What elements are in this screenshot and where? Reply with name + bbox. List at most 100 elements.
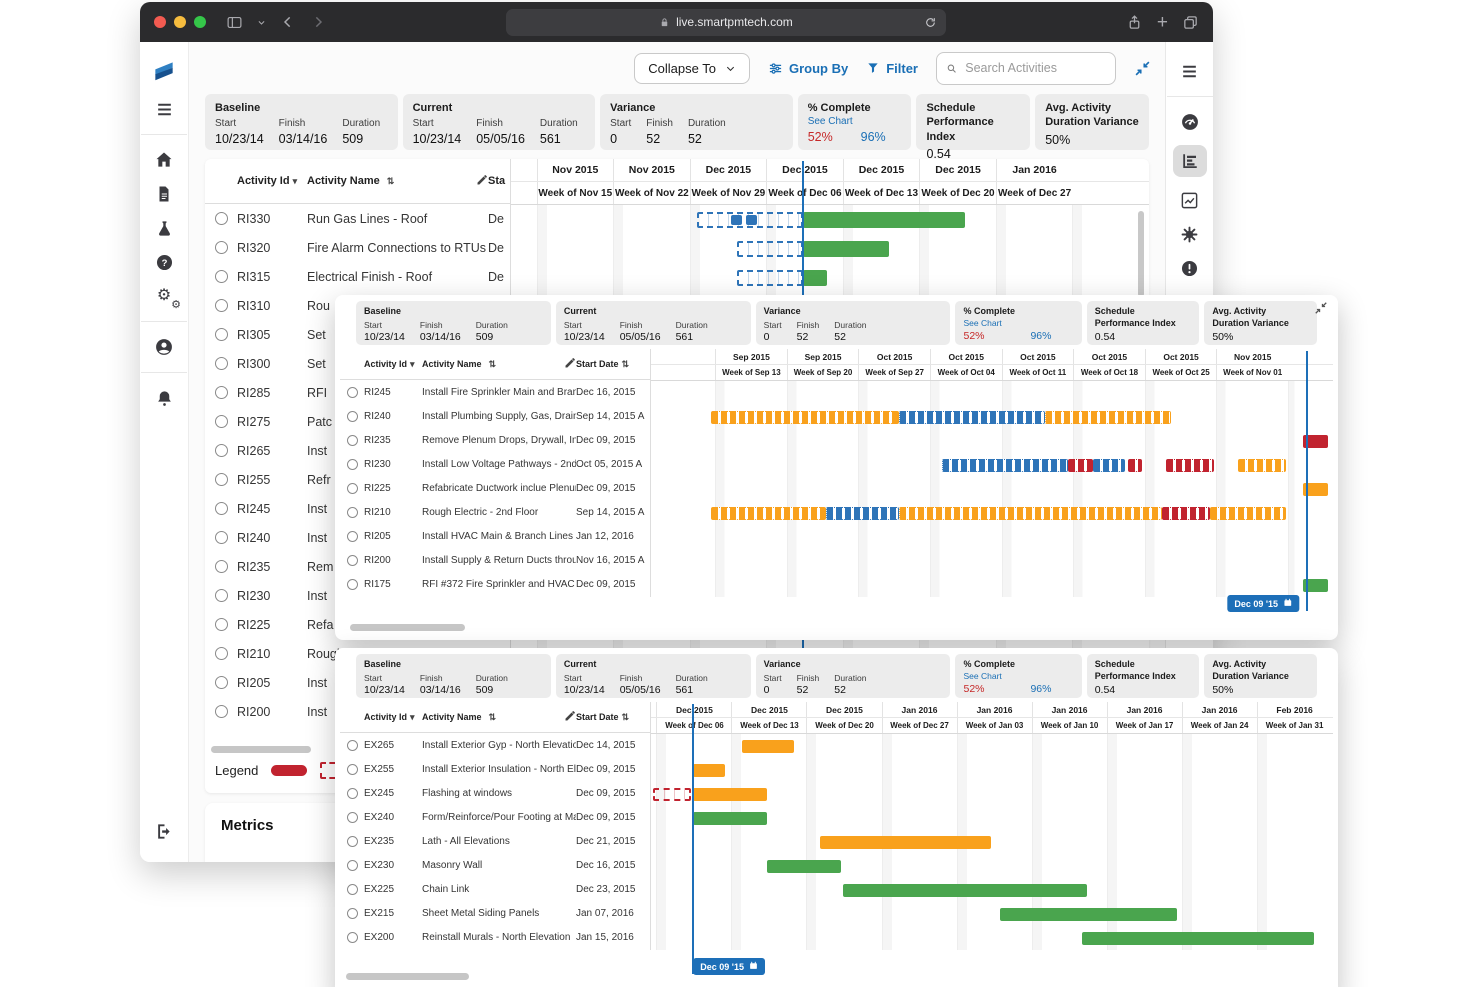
filter-button[interactable]: Filter bbox=[866, 61, 918, 76]
gantt-bar[interactable] bbox=[899, 506, 1162, 520]
gantt-bar[interactable] bbox=[842, 883, 1087, 897]
col-header-activity-id[interactable]: Activity Id ▾ bbox=[237, 175, 298, 187]
col-header-activity-name[interactable]: Activity Name ⇅ bbox=[422, 357, 576, 371]
gantt-bar[interactable] bbox=[1210, 506, 1286, 520]
row-radio[interactable] bbox=[346, 554, 358, 566]
activity-row[interactable]: RI235 Remove Plenum Drops, Drywall, Ins De… bbox=[340, 428, 650, 452]
row-radio[interactable] bbox=[214, 531, 228, 544]
activity-row[interactable]: EX200 Reinstall Murals - North Elevation J… bbox=[340, 925, 650, 949]
activity-row[interactable]: RI305 Set bbox=[205, 320, 510, 349]
row-radio[interactable] bbox=[214, 299, 228, 312]
gantt-bar[interactable] bbox=[941, 458, 1069, 472]
col-header-start-date[interactable]: Start Date ⇅ bbox=[576, 711, 630, 722]
row-radio[interactable] bbox=[346, 506, 358, 518]
back-button[interactable] bbox=[280, 14, 296, 30]
zoom-window-button[interactable] bbox=[194, 16, 206, 28]
activity-row[interactable]: RI235 Rem bbox=[205, 552, 510, 581]
minimize-window-button[interactable] bbox=[174, 16, 186, 28]
row-radio[interactable] bbox=[346, 859, 358, 871]
new-tab-icon[interactable]: + bbox=[1156, 11, 1168, 33]
col-header-activity-name[interactable]: Activity Name ⇅ bbox=[307, 174, 488, 189]
gantt-bar[interactable] bbox=[1128, 458, 1143, 472]
row-radio[interactable] bbox=[214, 589, 228, 602]
gantt-bar[interactable] bbox=[1082, 931, 1314, 945]
gantt-bar[interactable] bbox=[1000, 907, 1178, 921]
activity-row[interactable]: RI240 Inst bbox=[205, 523, 510, 552]
row-radio[interactable] bbox=[214, 647, 228, 660]
row-radio[interactable] bbox=[346, 739, 358, 751]
horizontal-scrollbar[interactable] bbox=[211, 745, 311, 753]
gantt-bar[interactable] bbox=[1302, 578, 1328, 592]
activity-row[interactable]: RI255 Refr bbox=[205, 465, 510, 494]
logout-icon[interactable] bbox=[153, 820, 175, 842]
menu-icon[interactable] bbox=[1179, 60, 1201, 82]
activity-row[interactable]: RI230 Inst bbox=[205, 581, 510, 610]
col-header-activity-id[interactable]: Activity Id ▾ bbox=[364, 711, 415, 722]
row-radio[interactable] bbox=[346, 931, 358, 943]
activity-row[interactable]: RI320 Fire Alarm Connections to RTUs De bbox=[205, 233, 510, 262]
row-radio[interactable] bbox=[214, 444, 228, 457]
activity-row[interactable]: RI285 RFI bbox=[205, 378, 510, 407]
menu-icon[interactable] bbox=[153, 98, 175, 120]
gantt-bar[interactable] bbox=[711, 410, 900, 424]
line-chart-icon[interactable] bbox=[1179, 189, 1201, 211]
collapse-diagonal-icon[interactable] bbox=[1134, 60, 1151, 77]
see-chart-link[interactable]: See Chart bbox=[807, 116, 853, 128]
sidebar-toggle-icon[interactable] bbox=[226, 14, 243, 31]
gantt-bar[interactable] bbox=[692, 811, 767, 825]
gantt-bar[interactable] bbox=[1092, 458, 1125, 472]
gantt-bar[interactable] bbox=[736, 269, 803, 286]
row-radio[interactable] bbox=[214, 560, 228, 573]
row-radio[interactable] bbox=[346, 530, 358, 542]
activity-row[interactable]: EX245 Flashing at windows Dec 09, 2015 bbox=[340, 781, 650, 805]
col-header-start-date[interactable]: Sta bbox=[488, 175, 506, 187]
row-radio[interactable] bbox=[346, 883, 358, 895]
gantt-bar[interactable] bbox=[711, 506, 827, 520]
activity-row[interactable]: EX235 Lath - All Elevations Dec 21, 2015 bbox=[340, 829, 650, 853]
horizontal-scrollbar[interactable] bbox=[350, 623, 465, 631]
gantt-bar[interactable] bbox=[1302, 434, 1328, 448]
gantt-bar[interactable] bbox=[1161, 506, 1211, 520]
home-icon[interactable] bbox=[153, 149, 175, 171]
document-icon[interactable] bbox=[153, 183, 175, 205]
gantt-bar[interactable] bbox=[736, 240, 803, 257]
activity-row[interactable]: RI310 Rou bbox=[205, 291, 510, 320]
activity-row[interactable]: EX240 Form/Reinforce/Pour Footing at Ma De… bbox=[340, 805, 650, 829]
activity-row[interactable]: EX230 Masonry Wall Dec 16, 2015 bbox=[340, 853, 650, 877]
gantt-bar[interactable] bbox=[1044, 410, 1172, 424]
row-radio[interactable] bbox=[346, 811, 358, 823]
edit-icon[interactable] bbox=[564, 357, 576, 371]
share-icon[interactable] bbox=[1126, 14, 1143, 31]
horizontal-scrollbar[interactable] bbox=[346, 972, 469, 980]
activity-row[interactable]: RI205 Inst bbox=[205, 668, 510, 697]
panel-expand-icon[interactable] bbox=[1314, 301, 1328, 320]
burst-icon[interactable] bbox=[1179, 223, 1201, 245]
vertical-scrollbar[interactable] bbox=[1138, 211, 1144, 297]
edit-icon[interactable] bbox=[564, 710, 576, 724]
row-radio[interactable] bbox=[346, 482, 358, 494]
activity-row[interactable]: RI225 Refabricate Ductwork inclue Plenur D… bbox=[340, 476, 650, 500]
search-input[interactable] bbox=[963, 60, 1106, 76]
activity-row[interactable]: RI225 Refa bbox=[205, 610, 510, 639]
reload-icon[interactable] bbox=[924, 16, 937, 29]
row-radio[interactable] bbox=[214, 618, 228, 631]
row-radio[interactable] bbox=[214, 386, 228, 399]
gantt-bar[interactable] bbox=[820, 835, 991, 849]
row-radio[interactable] bbox=[214, 212, 228, 225]
tab-overview-icon[interactable] bbox=[1182, 14, 1199, 31]
activity-row[interactable]: EX265 Install Exterior Gyp - North Elevat… bbox=[340, 733, 650, 757]
activity-row[interactable]: EX215 Sheet Metal Siding Panels Jan 07, 20… bbox=[340, 901, 650, 925]
activity-row[interactable]: RI265 Inst bbox=[205, 436, 510, 465]
activity-row[interactable]: RI200 Inst bbox=[205, 697, 510, 726]
activity-row[interactable]: RI300 Set bbox=[205, 349, 510, 378]
row-radio[interactable] bbox=[346, 458, 358, 470]
help-icon[interactable]: ? bbox=[153, 251, 175, 273]
row-radio[interactable] bbox=[214, 502, 228, 515]
gantt-bar[interactable] bbox=[1165, 458, 1214, 472]
address-bar[interactable]: live.smartpmtech.com bbox=[505, 8, 946, 36]
activity-row[interactable]: RI210 Rough Electric - 2nd Floor Sep 14, 2… bbox=[340, 500, 650, 524]
account-icon[interactable] bbox=[153, 336, 175, 358]
gantt-bar[interactable] bbox=[731, 214, 742, 225]
see-chart-link[interactable]: See Chart bbox=[963, 670, 1002, 681]
activity-row[interactable]: RI315 Electrical Finish - Roof De bbox=[205, 262, 510, 291]
